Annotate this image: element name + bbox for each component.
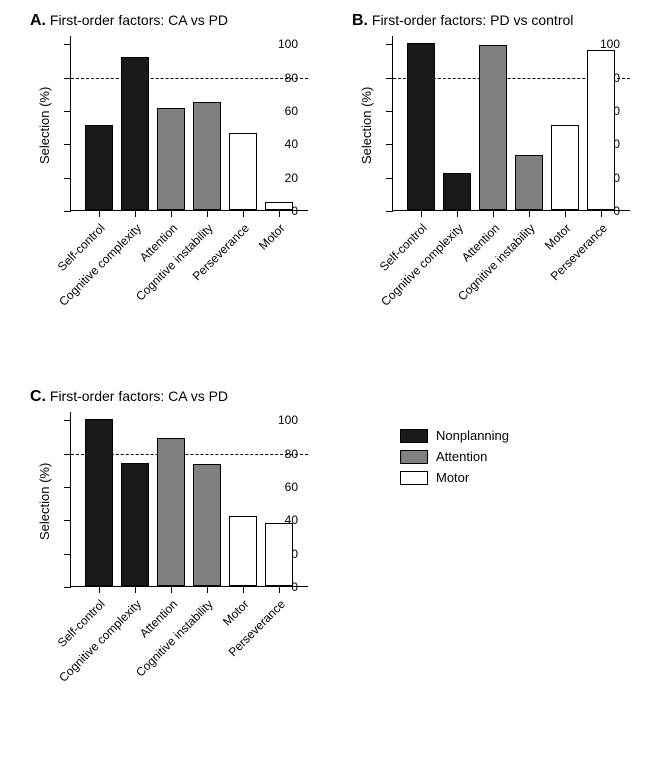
- xtick: [529, 210, 530, 217]
- chart-area: 020406080100Selection (%)Self-controlCog…: [392, 36, 630, 211]
- y-axis-label: Selection (%): [359, 86, 374, 163]
- bar: [479, 45, 507, 210]
- panel-title: B. First-order factors: PD vs control: [352, 12, 573, 30]
- legend-item: Attention: [400, 449, 509, 464]
- ytick-label: 20: [268, 171, 298, 185]
- bar: [85, 125, 113, 210]
- xtick-label: Motor: [542, 221, 574, 253]
- legend-item: Motor: [400, 470, 509, 485]
- bar: [121, 57, 149, 210]
- bar: [443, 173, 471, 210]
- xtick: [601, 210, 602, 217]
- xtick: [207, 586, 208, 593]
- legend-label: Motor: [436, 470, 469, 485]
- legend: Nonplanning Attention Motor: [400, 428, 509, 491]
- bar: [85, 419, 113, 586]
- legend-item: Nonplanning: [400, 428, 509, 443]
- xtick: [421, 210, 422, 217]
- xtick: [99, 586, 100, 593]
- ytick: [386, 178, 393, 179]
- legend-label: Nonplanning: [436, 428, 509, 443]
- bar: [121, 463, 149, 586]
- ytick: [64, 487, 71, 488]
- panel-subtitle: First-order factors: CA vs PD: [46, 388, 228, 404]
- ytick: [64, 211, 71, 212]
- ytick: [386, 44, 393, 45]
- chart-area: 020406080100Selection (%)Self-controlCog…: [70, 412, 308, 587]
- ytick: [386, 78, 393, 79]
- legend-swatch: [400, 429, 428, 443]
- xtick: [243, 586, 244, 593]
- bar: [515, 155, 543, 210]
- bar: [193, 464, 221, 586]
- bar: [265, 523, 293, 586]
- ytick-label: 40: [268, 137, 298, 151]
- xtick: [243, 210, 244, 217]
- figure-root: A. First-order factors: CA vs PD 02040608…: [0, 0, 666, 778]
- xtick: [279, 210, 280, 217]
- reference-line: [71, 78, 308, 79]
- ytick: [64, 520, 71, 521]
- ytick: [64, 44, 71, 45]
- ytick-label: 60: [268, 480, 298, 494]
- bar: [407, 43, 435, 210]
- xtick: [565, 210, 566, 217]
- xtick: [207, 210, 208, 217]
- xtick: [171, 210, 172, 217]
- panel-letter: B.: [352, 12, 368, 29]
- ytick: [386, 144, 393, 145]
- ytick: [64, 454, 71, 455]
- xtick: [99, 210, 100, 217]
- legend-swatch: [400, 450, 428, 464]
- ytick: [64, 111, 71, 112]
- xtick: [457, 210, 458, 217]
- panel-title: A. First-order factors: CA vs PD: [30, 12, 228, 30]
- ytick-label: 60: [268, 104, 298, 118]
- bar: [157, 108, 185, 210]
- xtick: [135, 210, 136, 217]
- xtick: [171, 586, 172, 593]
- ytick: [386, 211, 393, 212]
- panel-letter: A.: [30, 12, 46, 29]
- bar: [229, 516, 257, 586]
- ytick: [64, 420, 71, 421]
- bar: [551, 125, 579, 210]
- bar: [157, 438, 185, 586]
- legend-label: Attention: [436, 449, 487, 464]
- ytick: [64, 554, 71, 555]
- legend-swatch: [400, 471, 428, 485]
- xtick-label: Motor: [256, 221, 288, 253]
- ytick-label: 100: [268, 37, 298, 51]
- chart-area: 020406080100Selection (%)Self-controlCog…: [70, 36, 308, 211]
- bar: [229, 133, 257, 210]
- panel-letter: C.: [30, 388, 46, 405]
- panel-title: C. First-order factors: CA vs PD: [30, 388, 228, 406]
- y-axis-label: Selection (%): [37, 86, 52, 163]
- ytick: [64, 144, 71, 145]
- ytick: [64, 78, 71, 79]
- xtick-label: Motor: [220, 597, 252, 629]
- ytick: [386, 111, 393, 112]
- ytick: [64, 587, 71, 588]
- ytick: [64, 178, 71, 179]
- panel-subtitle: First-order factors: PD vs control: [368, 12, 573, 28]
- bar: [265, 202, 293, 210]
- xtick: [493, 210, 494, 217]
- bar: [587, 50, 615, 210]
- bar: [193, 102, 221, 210]
- xtick: [135, 586, 136, 593]
- ytick-label: 100: [268, 413, 298, 427]
- xtick: [279, 586, 280, 593]
- y-axis-label: Selection (%): [37, 462, 52, 539]
- panel-subtitle: First-order factors: CA vs PD: [46, 12, 228, 28]
